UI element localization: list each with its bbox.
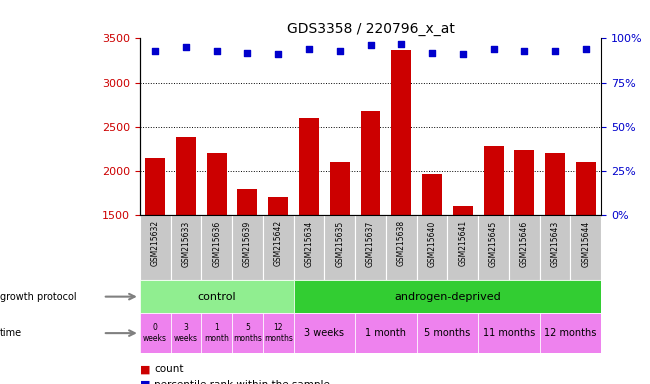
Point	[427, 50, 437, 56]
Text: GSM215646: GSM215646	[520, 220, 529, 266]
Bar	[232, 215, 263, 280]
Bar	[140, 280, 294, 313]
Bar	[514, 150, 534, 215]
Point	[365, 42, 376, 48]
Point	[181, 44, 191, 50]
Bar	[324, 215, 355, 280]
Text: count: count	[154, 364, 183, 374]
Bar	[294, 280, 601, 313]
Text: time: time	[0, 328, 22, 338]
Text: 3
weeks: 3 weeks	[174, 323, 198, 343]
Bar	[540, 313, 601, 353]
Text: ■: ■	[140, 380, 150, 384]
Point	[488, 46, 499, 52]
Bar	[478, 215, 509, 280]
Text: GSM215635: GSM215635	[335, 220, 345, 266]
Bar	[207, 153, 227, 215]
Bar	[484, 146, 504, 215]
Bar	[145, 157, 165, 215]
Point	[335, 48, 345, 54]
Point	[150, 48, 161, 54]
Text: GSM215644: GSM215644	[581, 220, 590, 266]
Bar	[237, 189, 257, 215]
Text: 5
months: 5 months	[233, 323, 262, 343]
Bar	[170, 215, 202, 280]
Text: GSM215640: GSM215640	[428, 220, 437, 266]
Point	[458, 51, 468, 57]
Text: GSM215634: GSM215634	[304, 220, 313, 266]
Bar	[422, 174, 442, 215]
Bar	[263, 313, 294, 353]
Bar	[140, 215, 170, 280]
Text: 5 months: 5 months	[424, 328, 471, 338]
Bar	[391, 50, 411, 215]
Text: GSM215632: GSM215632	[151, 220, 160, 266]
Bar	[540, 215, 571, 280]
Bar	[140, 313, 170, 353]
Text: 1 month: 1 month	[365, 328, 406, 338]
Bar	[453, 206, 473, 215]
Bar	[355, 313, 417, 353]
Text: GSM215636: GSM215636	[212, 220, 221, 266]
Bar	[294, 215, 324, 280]
Text: growth protocol: growth protocol	[0, 291, 77, 302]
Bar	[176, 137, 196, 215]
Bar	[478, 313, 540, 353]
Bar	[294, 313, 355, 353]
Text: GSM215641: GSM215641	[458, 220, 467, 266]
Text: GSM215645: GSM215645	[489, 220, 498, 266]
Point	[396, 41, 406, 47]
Text: GSM215633: GSM215633	[181, 220, 190, 266]
Bar	[263, 215, 294, 280]
Text: 12 months: 12 months	[544, 328, 597, 338]
Text: androgen-deprived: androgen-deprived	[394, 291, 500, 302]
Point	[580, 46, 591, 52]
Text: GSM215643: GSM215643	[551, 220, 560, 266]
Bar	[386, 215, 417, 280]
Text: ■: ■	[140, 364, 150, 374]
Text: 11 months: 11 months	[483, 328, 535, 338]
Point	[242, 50, 253, 56]
Point	[550, 48, 560, 54]
Bar	[447, 215, 478, 280]
Text: percentile rank within the sample: percentile rank within the sample	[154, 380, 330, 384]
Bar	[268, 197, 288, 215]
Bar	[355, 215, 386, 280]
Bar	[330, 162, 350, 215]
Text: 12
months: 12 months	[264, 323, 292, 343]
Bar	[361, 111, 380, 215]
Bar	[545, 153, 565, 215]
Bar	[576, 162, 596, 215]
Bar	[202, 313, 232, 353]
Bar	[571, 215, 601, 280]
Text: GSM215637: GSM215637	[366, 220, 375, 266]
Point	[273, 51, 283, 57]
Text: GSM215638: GSM215638	[396, 220, 406, 266]
Bar	[202, 215, 232, 280]
Text: 3 weeks: 3 weeks	[304, 328, 345, 338]
Bar	[299, 118, 319, 215]
Text: 0
weeks: 0 weeks	[143, 323, 167, 343]
Bar	[170, 313, 202, 353]
Text: GSM215642: GSM215642	[274, 220, 283, 266]
Bar	[417, 313, 478, 353]
Point	[519, 48, 530, 54]
Point	[211, 48, 222, 54]
Text: 1
month: 1 month	[204, 323, 229, 343]
Bar	[509, 215, 540, 280]
Text: GSM215639: GSM215639	[243, 220, 252, 266]
Text: control: control	[198, 291, 236, 302]
Point	[304, 46, 314, 52]
Title: GDS3358 / 220796_x_at: GDS3358 / 220796_x_at	[287, 22, 454, 36]
Bar	[417, 215, 447, 280]
Bar	[232, 313, 263, 353]
